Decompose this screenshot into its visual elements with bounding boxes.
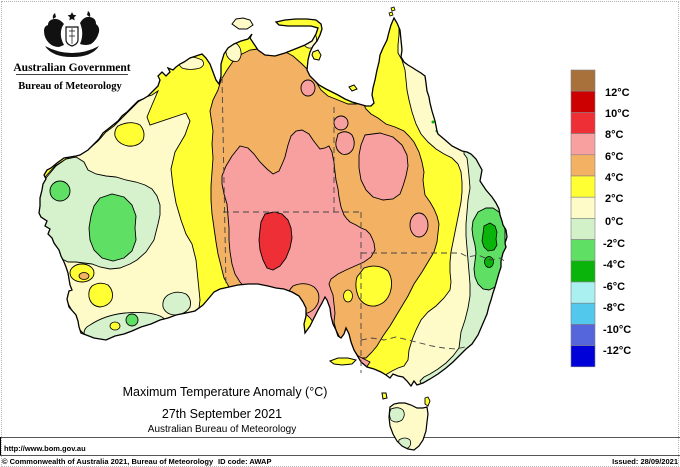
svg-text:2°C: 2°C: [605, 193, 624, 205]
svg-text:8°C: 8°C: [605, 129, 624, 141]
svg-text:-2°C: -2°C: [603, 238, 625, 250]
svg-text:4°C: 4°C: [605, 172, 624, 184]
svg-text:http://www.bom.gov.au: http://www.bom.gov.au: [4, 444, 86, 453]
svg-text:-8°C: -8°C: [603, 302, 625, 314]
svg-text:Bureau of Meteorology: Bureau of Meteorology: [18, 81, 122, 92]
svg-text:© Commonwealth of Australia 20: © Commonwealth of Australia 2021, Bureau…: [2, 457, 214, 466]
svg-text:-10°C: -10°C: [603, 324, 631, 336]
svg-text:-12°C: -12°C: [603, 345, 631, 357]
svg-text:ID code: AWAP: ID code: AWAP: [218, 457, 271, 466]
svg-text:27th September 2021: 27th September 2021: [162, 407, 282, 421]
svg-text:Maximum Temperature Anomaly (°: Maximum Temperature Anomaly (°C): [123, 385, 328, 399]
svg-text:6°C: 6°C: [605, 151, 624, 163]
svg-text:Australian Bureau of Meteorolo: Australian Bureau of Meteorology: [148, 424, 296, 435]
svg-text:Australian Government: Australian Government: [13, 62, 130, 74]
svg-text:-6°C: -6°C: [603, 281, 625, 293]
svg-text:0°C: 0°C: [605, 216, 624, 228]
svg-text:Issued: 28/09/2021: Issued: 28/09/2021: [612, 457, 678, 466]
svg-text:12°C: 12°C: [605, 87, 630, 99]
svg-text:-4°C: -4°C: [603, 259, 625, 271]
svg-text:10°C: 10°C: [605, 108, 630, 120]
